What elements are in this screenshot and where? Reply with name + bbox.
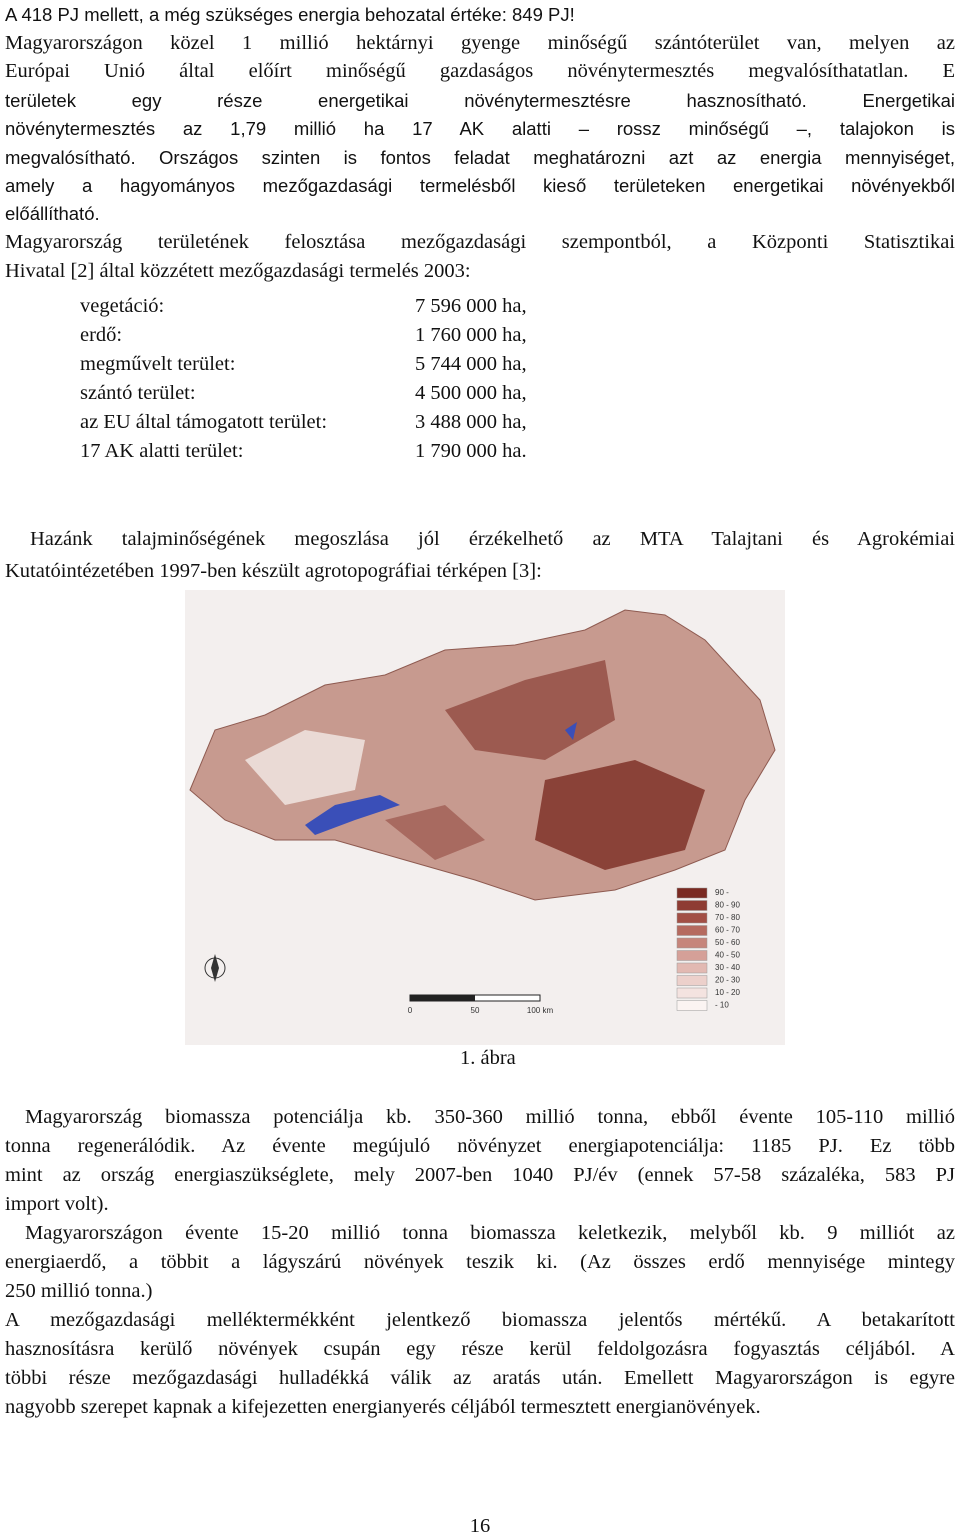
compass	[204, 954, 226, 982]
legend-swatch	[676, 887, 708, 899]
legend-swatch	[676, 1000, 708, 1011]
legend-swatch	[676, 962, 708, 974]
text-line: A mezőgazdasági melléktermékként jelentk…	[5, 1309, 955, 1331]
scale-label: 0	[408, 1006, 413, 1015]
legend-swatch	[676, 937, 708, 949]
text-line: Magyarországon közel 1 millió hektárnyi …	[5, 32, 955, 54]
land-use-value: 5 744 000 ha,	[415, 353, 527, 375]
text-line: tonna regenerálódik. Az évente megújuló …	[5, 1135, 955, 1157]
legend-label: 80 - 90	[715, 901, 740, 910]
map-legend: 90 - 80 - 90 70 - 80 60 - 70 50 - 60 40 - 50 3…	[676, 887, 740, 1011]
land-use-label: vegetáció:	[80, 295, 165, 317]
land-use-value: 7 596 000 ha,	[415, 295, 527, 317]
land-use-value: 4 500 000 ha,	[415, 382, 527, 404]
land-use-value: 1 790 000 ha.	[415, 440, 527, 462]
map-region	[385, 805, 485, 860]
scale-bar: 0 50 100 km	[408, 994, 554, 1015]
legend-label: - 10	[715, 1001, 729, 1010]
text-line: Magyarországon évente 15-20 millió tonna…	[25, 1222, 955, 1244]
legend-label: 90 -	[715, 888, 729, 897]
legend-label: 70 - 80	[715, 913, 740, 922]
text-line: megvalósítható. Országos szinten is font…	[5, 147, 955, 168]
legend-label: 60 - 70	[715, 926, 740, 935]
text-line: nagyobb szerepet kapnak a kifejezetten e…	[5, 1396, 761, 1418]
text-line: előállítható.	[5, 203, 100, 224]
map-region	[535, 760, 705, 870]
legend-label: 10 - 20	[715, 988, 740, 997]
text-line: mint az ország energiaszükséglete, mely …	[5, 1164, 955, 1186]
text-line: Európai Unió által előírt minőségű gazda…	[5, 60, 955, 82]
text-line: Kutatóintézetében 1997-ben készült agrot…	[5, 560, 542, 582]
land-use-label: erdő:	[80, 324, 123, 346]
land-use-label: 17 AK alatti terület:	[80, 440, 244, 462]
text-line: import volt).	[5, 1193, 109, 1215]
soil-map: 90 - 80 - 90 70 - 80 60 - 70 50 - 60 40 - 50 3…	[185, 590, 785, 1045]
text-line: amely a hagyományos mezőgazdasági termel…	[5, 175, 955, 196]
text-line: Magyarország területének felosztása mező…	[5, 231, 955, 253]
scale-label: 100 km	[527, 1006, 554, 1015]
text-line: Hivatal [2] által közzétett mezőgazdaság…	[5, 260, 471, 282]
text-line: Hazánk talajminőségének megoszlása jól é…	[30, 528, 955, 550]
lake	[565, 722, 577, 740]
legend-swatch	[676, 912, 708, 924]
land-use-label: szántó terület:	[80, 382, 196, 404]
land-use-value: 3 488 000 ha,	[415, 411, 527, 433]
land-use-label: megművelt terület:	[80, 353, 236, 375]
figure-caption: 1. ábra	[460, 1047, 516, 1069]
legend-label: 50 - 60	[715, 938, 740, 947]
page-number: 16	[469, 1515, 491, 1537]
lake	[305, 795, 400, 835]
scale-bar-fill	[410, 995, 475, 1001]
legend-swatch	[676, 950, 708, 961]
land-use-label: az EU által támogatott terület:	[80, 411, 328, 433]
text-line: Magyarország biomassza potenciálja kb. 3…	[25, 1106, 955, 1128]
text-line: A 418 PJ mellett, a még szükséges energi…	[5, 4, 575, 25]
legend-swatch	[676, 975, 708, 986]
compass-needle	[211, 954, 219, 982]
text-line: energiaerdő, a többit a lágyszárú növény…	[5, 1251, 955, 1273]
text-line: hasznosításra kerülő növények csupán egy…	[5, 1338, 955, 1360]
text-line: területek egy része energetikai növényte…	[5, 90, 955, 111]
legend-swatch	[676, 925, 708, 936]
scale-label: 50	[471, 1006, 480, 1015]
text-line: 250 millió tonna.)	[5, 1280, 153, 1302]
map-region	[245, 730, 365, 805]
legend-label: 20 - 30	[715, 976, 740, 985]
legend-label: 40 - 50	[715, 951, 740, 960]
text-line: többi része mezőgazdasági hulladékká vál…	[5, 1367, 955, 1389]
legend-swatch	[676, 987, 708, 999]
legend-label: 30 - 40	[715, 963, 740, 972]
legend-swatch	[676, 900, 708, 911]
text-line: növénytermesztés az 1,79 millió ha 17 AK…	[5, 118, 955, 139]
land-use-value: 1 760 000 ha,	[415, 324, 527, 346]
